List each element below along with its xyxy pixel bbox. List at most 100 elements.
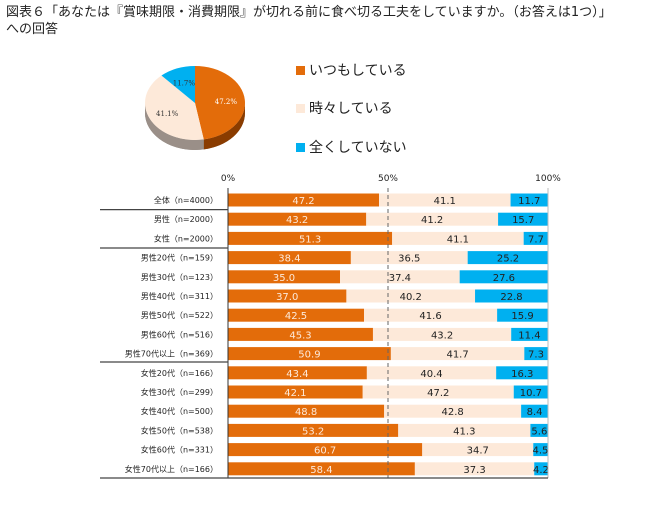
bar-value-label: 60.7 <box>314 446 336 457</box>
bar-segment <box>366 212 499 226</box>
legend-swatch <box>296 103 305 113</box>
bar-value-label: 11.4 <box>518 330 540 341</box>
bar-segment <box>390 347 525 361</box>
bar-segment <box>530 423 549 437</box>
bar-segment <box>228 366 367 380</box>
bar-value-label: 37.0 <box>276 292 298 303</box>
legend-swatch <box>296 142 305 152</box>
bar-segment <box>228 289 347 303</box>
x-tick-label: 50% <box>378 174 398 184</box>
bar-segment <box>228 212 367 226</box>
bar-value-label: 4.5 <box>533 446 549 457</box>
bar-value-label: 7.3 <box>528 350 544 361</box>
bar-value-label: 37.3 <box>463 465 485 476</box>
bar-segment <box>228 347 391 361</box>
bar-value-label: 22.8 <box>500 292 522 303</box>
bar-value-label: 40.4 <box>420 369 442 380</box>
bar-segment <box>496 366 549 380</box>
bar-segment <box>422 443 534 457</box>
bar-value-label: 37.4 <box>389 273 411 284</box>
bar-segment <box>510 193 548 207</box>
bar-value-label: 41.1 <box>447 234 469 245</box>
bar-value-label: 10.7 <box>520 388 542 399</box>
bar-value-label: 27.6 <box>493 273 515 284</box>
category-label: 全体（n=4000） <box>154 195 218 205</box>
bar-value-label: 15.9 <box>511 311 533 322</box>
bar-segment <box>228 193 380 207</box>
bar-segment <box>533 443 548 457</box>
bar-value-label: 48.8 <box>295 407 317 418</box>
bar-value-label: 43.2 <box>431 330 453 341</box>
x-tick-label: 100% <box>535 174 561 184</box>
bar-segment <box>414 462 535 476</box>
pie-slice <box>195 66 246 140</box>
legend-item-never: 全くしていない <box>296 137 407 157</box>
bar-value-label: 5.6 <box>531 426 547 437</box>
bar-value-label: 47.2 <box>427 388 449 399</box>
pie-slice-side <box>203 103 245 150</box>
pie-data-label: 47.2% <box>215 98 238 106</box>
category-label: 男性20代（n=159） <box>141 253 218 263</box>
bar-segment <box>475 289 548 303</box>
category-label: 女性30代（n=299） <box>141 387 218 397</box>
bar-segment <box>497 308 548 322</box>
pie-slice <box>161 66 195 103</box>
bar-segment <box>523 231 549 245</box>
category-label: 女性70代以上（n=166） <box>125 464 218 474</box>
bar-value-label: 42.5 <box>285 311 307 322</box>
legend-item-always: いつもしている <box>296 60 407 80</box>
bar-value-label: 42.1 <box>284 388 306 399</box>
bar-segment <box>228 462 415 476</box>
pie-data-label: 11.7% <box>173 79 196 87</box>
bar-value-label: 4.2 <box>533 465 549 476</box>
chart-title: 図表６「あなたは『賞味期限・消費期限』が切れる前に食べ切る工夫をしていますか。（… <box>6 4 646 38</box>
bar-segment <box>228 404 385 418</box>
bar-segment <box>521 404 548 418</box>
legend-swatch <box>296 65 305 75</box>
bar-segment <box>498 212 549 226</box>
bar-value-label: 41.1 <box>434 196 456 207</box>
bar-value-label: 41.7 <box>446 350 468 361</box>
legend-label: いつもしている <box>309 63 407 79</box>
bar-segment <box>228 231 393 245</box>
bar-segment <box>364 308 498 322</box>
bar-segment <box>379 193 511 207</box>
bar-segment <box>340 270 460 284</box>
bar-value-label: 53.2 <box>302 426 324 437</box>
bar-segment <box>524 347 548 361</box>
category-label: 女性20代（n=166） <box>141 368 218 378</box>
bar-value-label: 15.7 <box>512 215 534 226</box>
bar-segment <box>228 443 423 457</box>
category-label: 男性60代（n=516） <box>141 329 218 339</box>
pie-data-label: 41.1% <box>156 110 179 118</box>
bar-segment <box>511 327 548 341</box>
pie-slice-side <box>145 103 204 150</box>
legend-label: 時々している <box>309 101 393 117</box>
legend-item-sometimes: 時々している <box>296 98 393 118</box>
bar-segment <box>372 327 512 341</box>
bar-value-label: 41.2 <box>421 215 443 226</box>
category-label: 男性50代（n=522） <box>141 310 218 320</box>
pie-slice <box>145 75 204 140</box>
bar-value-label: 38.4 <box>278 254 300 265</box>
bar-segment <box>228 423 399 437</box>
bar-value-label: 7.7 <box>528 234 544 245</box>
legend-label: 全くしていない <box>309 140 407 156</box>
category-label: 男性30代（n=123） <box>141 272 218 282</box>
category-label: 男性70代以上（n=369） <box>125 349 218 359</box>
bar-segment <box>398 423 531 437</box>
bar-segment <box>228 308 364 322</box>
bar-value-label: 58.4 <box>310 465 332 476</box>
bar-value-label: 43.4 <box>286 369 308 380</box>
bar-value-label: 41.3 <box>453 426 475 437</box>
bar-value-label: 50.9 <box>298 350 320 361</box>
bar-value-label: 8.4 <box>527 407 543 418</box>
bar-segment <box>228 385 363 399</box>
bar-segment <box>228 270 340 284</box>
bar-value-label: 40.2 <box>400 292 422 303</box>
bar-value-label: 47.2 <box>292 196 314 207</box>
bar-value-label: 34.7 <box>467 446 489 457</box>
bar-segment <box>513 385 548 399</box>
bar-segment <box>534 462 548 476</box>
bar-value-label: 51.3 <box>299 234 321 245</box>
